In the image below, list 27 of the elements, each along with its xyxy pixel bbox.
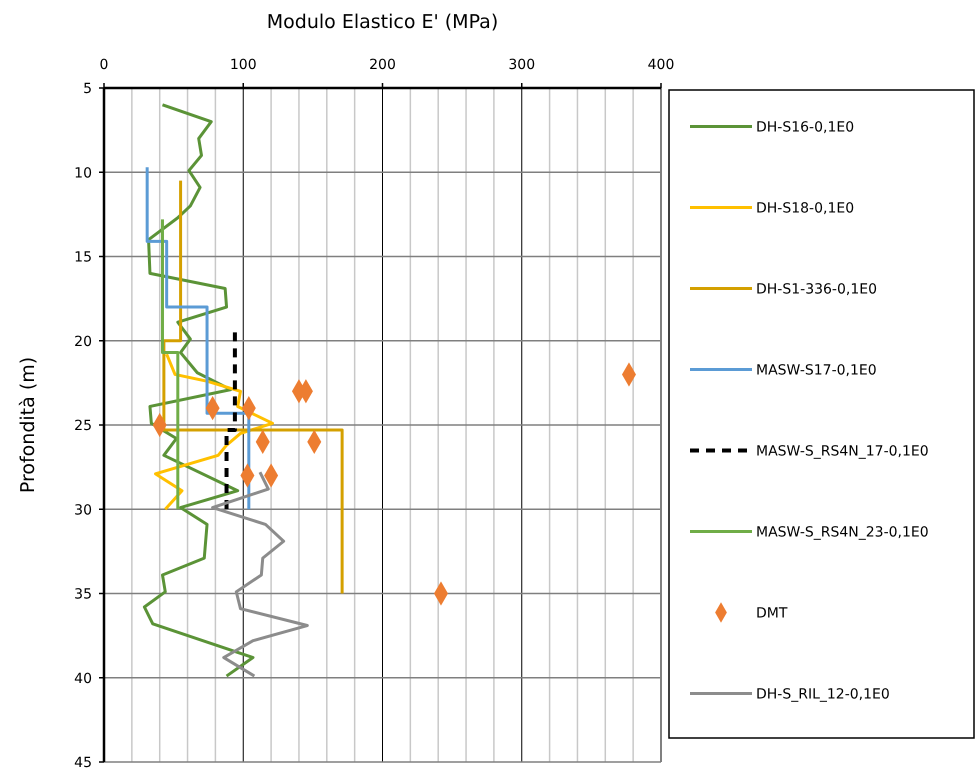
x-tick-label: 300 — [508, 57, 536, 73]
x-axis-title: Modulo Elastico E' (MPa) — [266, 11, 498, 33]
legend-label: DMT — [756, 606, 788, 622]
line-series — [142, 103, 254, 678]
y-tick-label: 35 — [74, 586, 92, 602]
line-series — [162, 179, 344, 595]
x-tick-label: 400 — [648, 57, 674, 73]
legend-label: DH-S1-336-0,1E0 — [756, 282, 877, 298]
y-tick-label: 30 — [74, 502, 92, 518]
legend-label: DH-S16-0,1E0 — [756, 120, 854, 136]
y-tick-label: 25 — [74, 418, 92, 434]
legend-label: DH-S_RIL_12-0,1E0 — [756, 686, 890, 702]
y-tick-label: 20 — [74, 334, 92, 350]
y-tick-label: 5 — [83, 81, 92, 97]
y-tick-label: 45 — [74, 755, 92, 771]
line-series — [211, 470, 309, 678]
legend-label: DH-S18-0,1E0 — [756, 200, 854, 216]
y-tick-label: 10 — [74, 165, 92, 182]
y-tick-label: 40 — [74, 670, 92, 687]
x-tick-label: 200 — [369, 57, 396, 73]
legend-label: MASW-S_RS4N_23-0,1E0 — [756, 524, 929, 540]
legend-label: MASW-S_RS4N_17-0,1E0 — [756, 444, 929, 460]
x-tick-label: 0 — [100, 57, 108, 73]
y-axis-title: Profondità (m) — [17, 356, 39, 494]
y-tick-label: 15 — [74, 250, 92, 266]
x-tick-label: 100 — [230, 57, 257, 73]
legend-label: MASW-S17-0,1E0 — [756, 362, 877, 378]
